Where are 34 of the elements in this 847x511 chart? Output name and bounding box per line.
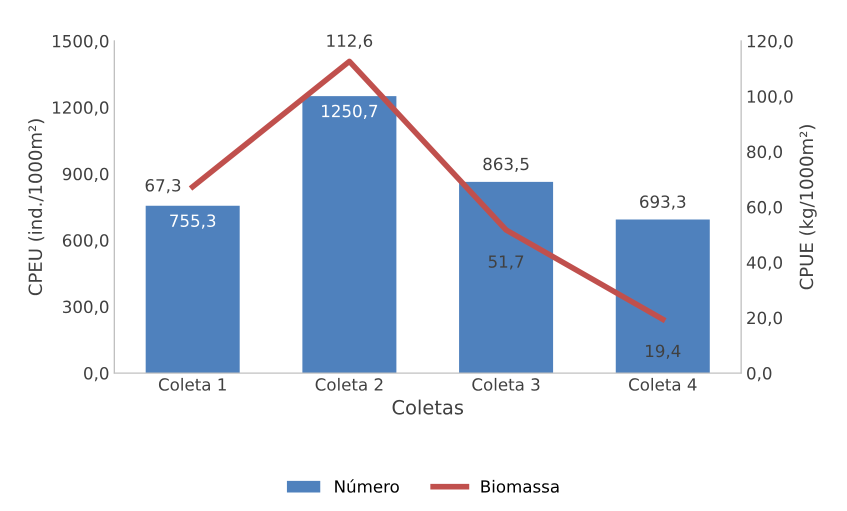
data-label: 1250,7 [322,104,378,120]
bar [302,96,396,374]
y-tick-label: 300,0 [63,300,108,315]
y-tick-label: 1200,0 [52,101,108,116]
legend-label: Número [335,479,399,493]
y-axis-title: CPEU (ind./1000m²) [28,119,44,296]
bar [459,182,554,374]
x-tick-label: Coleta 1 [158,378,226,391]
x-tick-label: Coleta 3 [472,378,540,391]
y2-tick-label: 120,0 [748,34,793,50]
y2-tick-label: 40,0 [746,256,782,271]
x-axis-title: Coletas [392,400,464,415]
bar [146,206,240,374]
bar [616,220,710,374]
data-label: 67,3 [146,178,180,194]
x-tick-label: Coleta 4 [629,378,697,391]
data-label: 51,7 [488,255,524,270]
y-tick-label: 0,0 [84,366,108,382]
y2-axis-title: CPUE (kg/1000m²) [799,125,817,290]
data-label: 693,3 [640,195,686,210]
y-tick-label: 600,0 [62,234,108,248]
x-tick-label: Coleta 2 [316,378,382,391]
data-label: 755,3 [170,214,216,229]
data-label: 112,6 [327,34,372,49]
y2-tick-label: 60,0 [747,200,782,216]
legend-label: Biomassa [481,480,559,493]
y2-tick-label: 100,0 [748,90,793,105]
y2-tick-label: 20,0 [747,312,782,326]
y-tick-label: 1500,0 [52,34,108,50]
data-label: 19,4 [646,344,680,359]
data-label: 863,5 [483,158,528,172]
y2-tick-label: 80,0 [747,146,782,160]
y2-tick-label: 0,0 [747,366,772,382]
y-tick-label: 900,0 [62,168,108,182]
